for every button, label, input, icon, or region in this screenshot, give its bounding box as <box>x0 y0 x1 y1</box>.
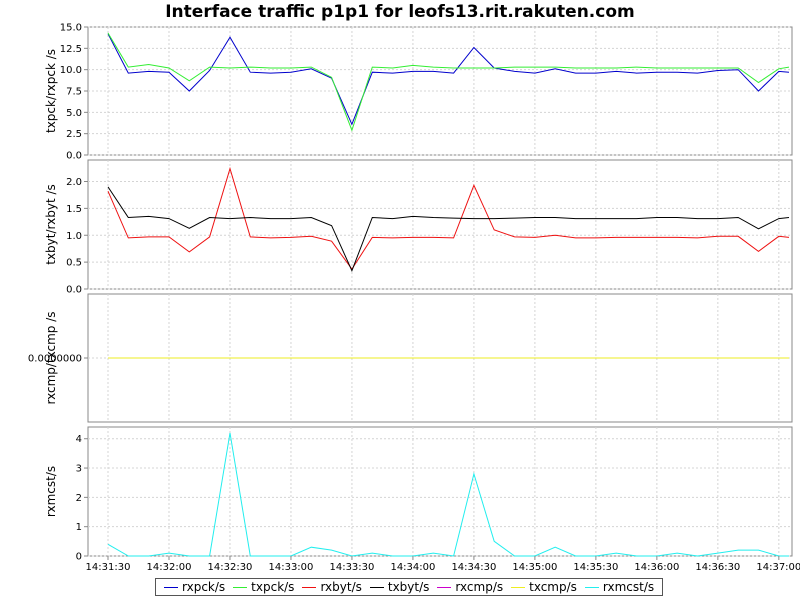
legend-swatch <box>437 586 452 588</box>
legend-swatch <box>511 586 526 588</box>
legend-label: rxbyt/s <box>320 580 362 594</box>
y-tick-label: 2 <box>76 493 82 504</box>
legend-item-rxpck: rxpck/s <box>164 580 225 594</box>
y-tick-label: 3 <box>76 464 82 475</box>
x-tick-label: 14:36:30 <box>695 562 740 573</box>
y-axis-label: rxmcst/s <box>44 466 58 517</box>
panel-frame-4 <box>87 426 793 557</box>
y-tick-label: 4 <box>76 434 82 445</box>
y-tick-label: 12.5 <box>60 44 82 55</box>
x-tick-label: 14:36:00 <box>634 562 679 573</box>
legend-swatch <box>233 586 248 588</box>
y-axis-label: txbyt/rxbyt /s <box>44 184 58 265</box>
legend-label: txcmp/s <box>529 580 577 594</box>
y-tick-label: 0 <box>76 552 82 563</box>
x-tick-label: 14:33:30 <box>329 562 374 573</box>
y-tick-label: 1 <box>76 522 82 533</box>
legend-item-txcmp: txcmp/s <box>511 580 577 594</box>
legend-label: txbyt/s <box>387 580 430 594</box>
x-tick-label: 14:35:30 <box>573 562 618 573</box>
y-tick-label: 10.0 <box>60 65 82 76</box>
legend-swatch <box>164 586 178 588</box>
x-tick-label: 14:34:00 <box>390 562 435 573</box>
y-tick-label: 1.0 <box>66 231 82 242</box>
x-tick-label: 14:37:00 <box>756 562 800 573</box>
legend-item-rxmcst: rxmcst/s <box>584 580 655 594</box>
series-line-rxbyt <box>107 166 790 270</box>
y-tick-label: 0.0 <box>66 285 82 296</box>
legend-item-rxbyt: rxbyt/s <box>302 580 362 594</box>
legend-swatch <box>369 586 384 588</box>
legend-item-txbyt: txbyt/s <box>369 580 430 594</box>
legend-item-rxcmp: rxcmp/s <box>437 580 503 594</box>
legend-swatch <box>584 586 599 588</box>
y-tick-label: 7.5 <box>66 87 82 98</box>
y-tick-label: 0.0 <box>66 151 82 162</box>
y-tick-label: 2.0 <box>66 177 82 188</box>
series-line-rxmcst <box>107 432 789 557</box>
y-axis-label: rxcmp/txcmp /s <box>44 311 58 404</box>
series-line-txpck <box>107 32 790 132</box>
legend-swatch <box>302 586 317 588</box>
y-tick-label: 0.0000000 <box>28 354 82 365</box>
y-tick-label: 1.5 <box>66 204 82 215</box>
series-line-rxpck <box>107 33 790 126</box>
x-tick-label: 14:35:00 <box>512 562 557 573</box>
y-tick-label: 5.0 <box>66 108 82 119</box>
y-tick-label: 2.5 <box>66 129 82 140</box>
x-tick-label: 14:31:30 <box>86 562 131 573</box>
y-tick-label: 0.5 <box>66 258 82 269</box>
legend-label: rxcmp/s <box>455 580 504 594</box>
chart-title: Interface traffic p1p1 for leofs13.rit.r… <box>165 2 635 22</box>
legend-label: rxpck/s <box>182 580 226 594</box>
x-tick-label: 14:32:00 <box>147 562 192 573</box>
x-tick-label: 14:33:00 <box>268 562 313 573</box>
legend-label: rxmcst/s <box>602 580 655 594</box>
panel-frame-2 <box>87 159 793 290</box>
chart-legend: rxpck/s txpck/s rxbyt/s txbyt/s rxcmp/s txcmp… <box>155 578 664 596</box>
x-tick-label: 14:34:30 <box>451 562 496 573</box>
legend-item-txpck: txpck/s <box>233 580 294 594</box>
legend-label: txpck/s <box>251 580 295 594</box>
y-tick-label: 15.0 <box>60 23 82 34</box>
x-tick-label: 14:32:30 <box>208 562 253 573</box>
series-line-txbyt <box>107 186 790 273</box>
y-axis-label: txpck/rxpck /s <box>44 49 58 133</box>
